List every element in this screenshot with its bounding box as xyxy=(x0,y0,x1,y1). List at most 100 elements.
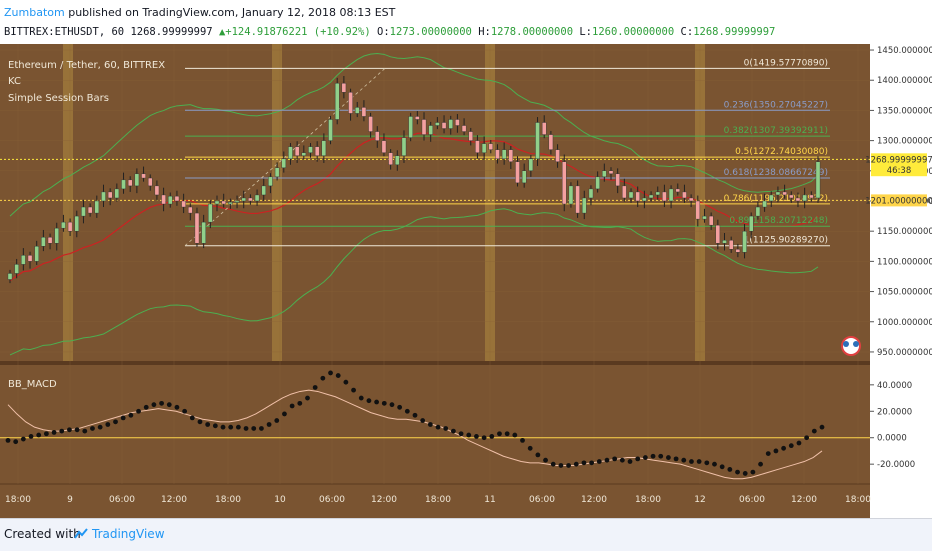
candle-body xyxy=(294,146,300,156)
macd-dot xyxy=(305,395,310,401)
macd-dot xyxy=(481,435,487,441)
macd-dot xyxy=(520,437,525,443)
candle-body xyxy=(521,170,527,184)
close-label: C: xyxy=(680,26,694,38)
candle-body xyxy=(121,179,126,190)
macd-dot xyxy=(635,456,641,462)
macd-dot xyxy=(5,437,11,443)
macd-pane xyxy=(0,370,870,480)
macd-dot xyxy=(497,431,502,437)
ohlc-line: BITTREX:ETHUSDT, 60 1268.99999997 ▲+124.… xyxy=(4,26,775,38)
price-change: +124.91876221 (+10.92%) xyxy=(225,26,371,38)
candle-body xyxy=(254,194,260,202)
macd-dot xyxy=(427,422,433,427)
candle-body xyxy=(662,191,667,202)
macd-dot xyxy=(696,459,702,464)
macd-dot xyxy=(550,461,556,467)
y-tick-label: 1050.00000000 xyxy=(877,288,932,298)
macd-y-tick-label: 40.0000 xyxy=(877,381,912,391)
candle-body xyxy=(441,122,447,129)
macd-dot xyxy=(74,427,80,433)
macd-dot xyxy=(758,461,763,467)
candle-body xyxy=(815,161,821,199)
candle-body xyxy=(61,221,66,229)
candle-body xyxy=(201,221,206,244)
macd-dot xyxy=(59,428,65,434)
candle-body xyxy=(188,206,193,214)
x-tick-label: 06:00 xyxy=(739,495,765,505)
candle-body xyxy=(702,215,707,220)
author-link[interactable]: Zumbatom xyxy=(4,6,65,19)
macd-dot xyxy=(328,370,333,376)
macd-dot xyxy=(251,426,257,431)
events-icon[interactable] xyxy=(841,336,861,356)
macd-dot xyxy=(535,452,541,458)
x-tick-label: 18:00 xyxy=(845,495,871,505)
x-tick-label: 06:00 xyxy=(529,495,555,505)
candle-body xyxy=(775,191,781,196)
candle-body xyxy=(388,152,393,165)
x-tick-label: 06:00 xyxy=(109,495,135,505)
macd-y-tick-label: 20.0000 xyxy=(877,407,912,417)
macd-dot xyxy=(650,453,656,459)
macd-dot xyxy=(297,400,303,406)
candle-body xyxy=(181,200,186,208)
candle-body xyxy=(7,273,13,280)
candle-body xyxy=(675,188,681,193)
macd-dot xyxy=(335,373,341,378)
candle-body xyxy=(789,194,794,199)
x-tick-label: 12:00 xyxy=(161,495,187,505)
macd-dot xyxy=(658,453,664,459)
macd-dot xyxy=(36,432,42,438)
candle-body xyxy=(508,149,514,162)
x-tick-label: 18:00 xyxy=(635,495,661,505)
candle-body xyxy=(27,255,33,262)
macd-dot xyxy=(197,419,203,425)
macd-dot xyxy=(543,457,548,463)
candle-body xyxy=(314,146,320,156)
candle-body xyxy=(448,119,453,129)
legend-session-bars: Simple Session Bars xyxy=(8,93,109,104)
legend-title: Ethereum / Tether, 60, BITTREX xyxy=(8,60,165,71)
macd-dot xyxy=(573,461,579,467)
macd-dot xyxy=(228,424,234,430)
publish-line: Zumbatom published on TradingView.com, J… xyxy=(4,6,395,19)
macd-y-tick-label: -20.0000 xyxy=(877,460,915,470)
candle-body xyxy=(127,179,133,187)
candle-body xyxy=(635,191,640,202)
macd-dot xyxy=(159,400,164,406)
candle-body xyxy=(241,197,246,202)
candle-body xyxy=(715,224,721,244)
candle-body xyxy=(268,176,273,187)
chart-header: Zumbatom published on TradingView.com, J… xyxy=(0,0,932,44)
candle-body xyxy=(735,249,741,253)
macd-dot xyxy=(289,403,295,409)
candle-body xyxy=(561,161,567,205)
candle-body xyxy=(682,191,687,199)
candle-body xyxy=(101,191,106,202)
candle-body xyxy=(81,206,86,217)
candle-body xyxy=(809,194,814,199)
candle-body xyxy=(34,246,39,262)
chart-legend: Ethereum / Tether, 60, BITTREX KC Simple… xyxy=(8,60,165,390)
x-tick-label: 18:00 xyxy=(425,495,451,505)
candle-body xyxy=(375,131,380,141)
x-tick-label: 12:00 xyxy=(791,495,817,505)
candle-body xyxy=(94,200,100,214)
y-tick-label: 1450.00000000 xyxy=(877,46,932,56)
candle-body xyxy=(748,215,754,232)
macd-dot xyxy=(712,461,717,467)
candle-body xyxy=(481,143,487,153)
chart-canvas[interactable]: 0(1419.57770890) 0.236(1350.27045227) 0.38… xyxy=(0,44,932,518)
x-tick-label: 12:00 xyxy=(371,495,397,505)
candle-body xyxy=(107,191,113,199)
session-bar-1 xyxy=(272,44,282,361)
macd-dot xyxy=(435,424,441,430)
candle-body xyxy=(134,173,140,187)
macd-dot xyxy=(681,457,687,463)
pane-separator xyxy=(0,361,870,365)
macd-dot xyxy=(220,424,226,430)
candle-body xyxy=(341,83,347,93)
tradingview-link[interactable]: TradingView xyxy=(92,527,165,541)
candle-body xyxy=(208,203,213,223)
